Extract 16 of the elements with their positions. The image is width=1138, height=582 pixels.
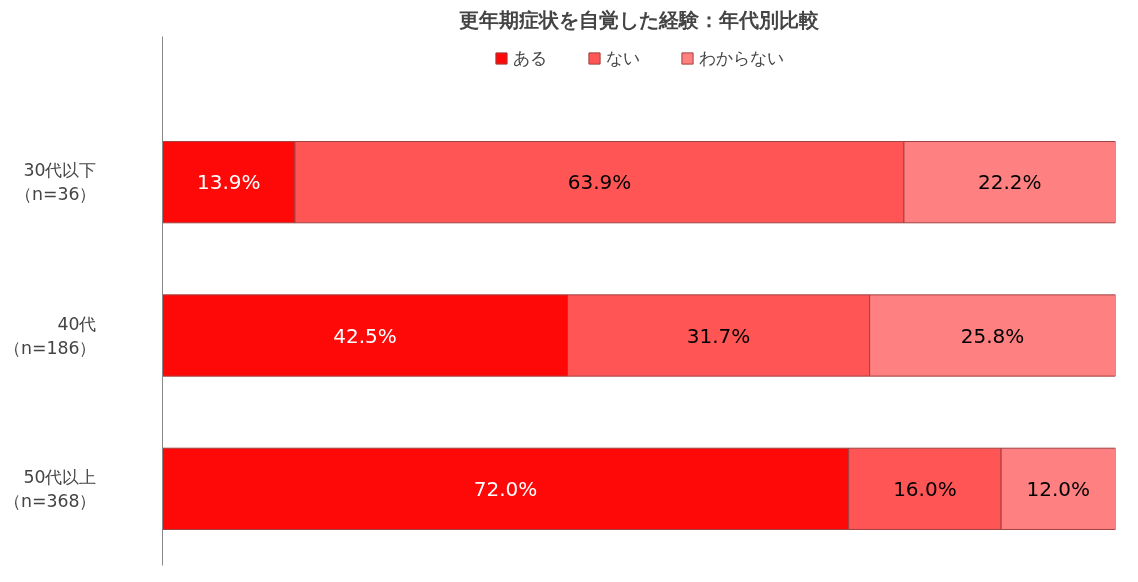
- data-label: 72.0%: [473, 476, 538, 501]
- chart-title: 更年期症状を自覚した経験：年代別比較: [459, 7, 820, 32]
- legend-label: ある: [512, 47, 547, 70]
- data-label: 42.5%: [333, 323, 397, 348]
- legend-label: わからない: [698, 47, 784, 70]
- data-label: 12.0%: [1026, 476, 1091, 501]
- data-label: 63.9%: [567, 170, 632, 195]
- y-tick-label: 50代以上（n=368）: [3, 466, 97, 511]
- data-label: 16.0%: [893, 476, 957, 501]
- data-label: 13.9%: [196, 170, 261, 195]
- y-tick-label: 40代（n=186）: [3, 313, 97, 358]
- data-label: 25.8%: [960, 323, 1025, 348]
- data-label: 31.7%: [686, 323, 751, 348]
- legend-label: ない: [605, 47, 640, 70]
- y-tick-label: 30代以下（n=36）: [14, 160, 97, 205]
- data-label: 22.2%: [977, 170, 1042, 195]
